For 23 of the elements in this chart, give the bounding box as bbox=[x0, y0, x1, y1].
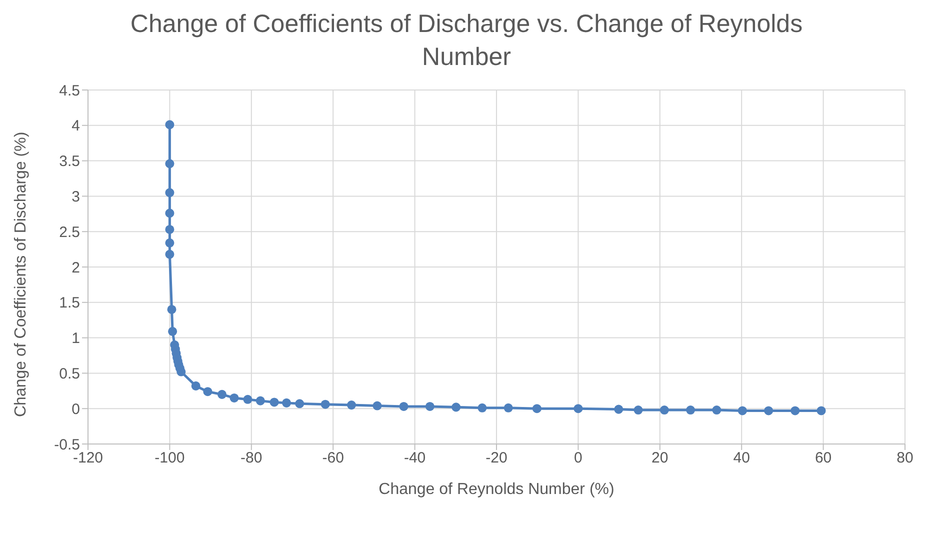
y-tick-label: 4 bbox=[72, 118, 80, 135]
y-tick-label: 0.5 bbox=[59, 366, 80, 383]
x-tick-label: 80 bbox=[896, 450, 914, 467]
y-axis-title: Change of Coefficients of Discharge (%) bbox=[12, 132, 30, 417]
y-tick-label: 2.5 bbox=[59, 224, 80, 241]
x-tick-label: 60 bbox=[814, 450, 832, 467]
x-tick-label: 0 bbox=[574, 450, 582, 467]
y-tick-label: 1 bbox=[72, 330, 80, 348]
x-tick-label: -60 bbox=[322, 450, 344, 467]
x-axis-title: Change of Reynolds Number (%) bbox=[378, 481, 614, 498]
y-tick-label: 3 bbox=[72, 188, 80, 206]
y-tick-label: 0 bbox=[72, 400, 80, 418]
x-tick-label: -100 bbox=[154, 450, 185, 467]
y-tick-label: 3.5 bbox=[59, 153, 80, 170]
y-tick-label: 4.5 bbox=[59, 82, 80, 100]
y-tick-label: 2 bbox=[72, 259, 80, 276]
x-tick-label: -20 bbox=[486, 450, 508, 467]
x-tick-label: 40 bbox=[733, 450, 750, 467]
x-tick-label: -80 bbox=[240, 450, 262, 467]
chart-title: Change of Coefficients of Discharge vs. Change of Reynolds Number bbox=[129, 9, 804, 73]
x-tick-label: 20 bbox=[652, 450, 668, 467]
x-tick-label: -40 bbox=[404, 450, 426, 467]
y-tick-label: 1.5 bbox=[59, 294, 80, 312]
